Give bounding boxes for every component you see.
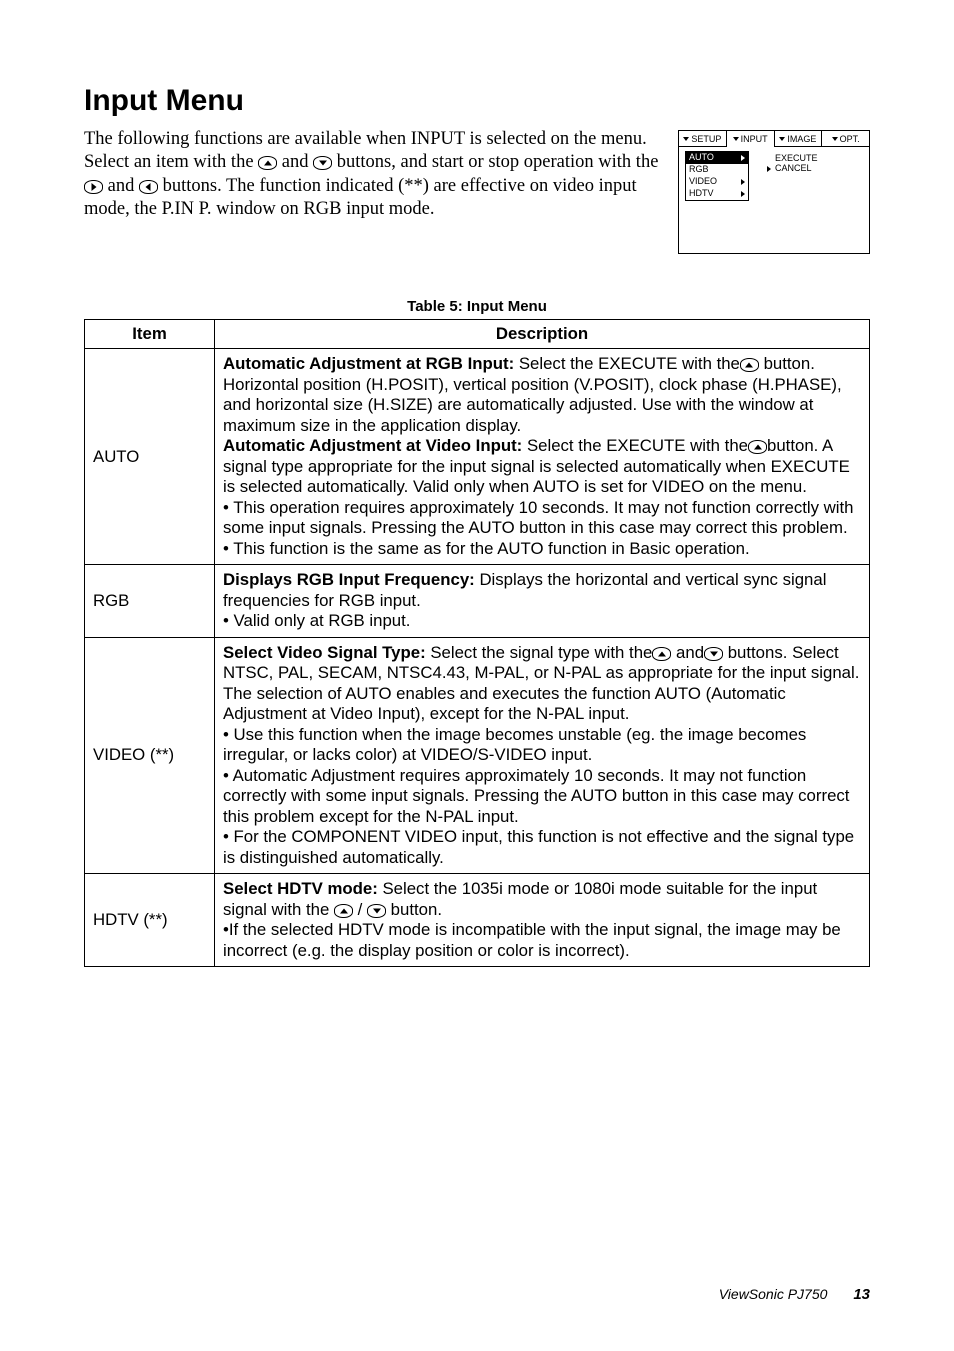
osd-item-label: RGB (689, 165, 709, 175)
up-button-icon (748, 440, 767, 454)
chevron-right-icon (741, 179, 745, 185)
desc-bold: Select Video Signal Type: (223, 643, 430, 662)
table-row: RGB Displays RGB Input Frequency: Displa… (85, 565, 870, 637)
up-button-icon (258, 156, 277, 170)
left-button-icon (139, 180, 158, 194)
chevron-right-icon (741, 155, 745, 161)
col-header-item: Item (85, 320, 215, 349)
desc-text: Select the EXECUTE with the (527, 436, 748, 455)
desc-text: • This operation requires approximately … (223, 498, 854, 537)
desc-bold: Automatic Adjustment at Video Input: (223, 436, 527, 455)
desc-text: • This function is the same as for the A… (223, 539, 750, 558)
down-button-icon (367, 904, 386, 918)
osd-tab-label: SETUP (691, 134, 721, 144)
osd-tab-label: IMAGE (787, 134, 816, 144)
desc-text: / (353, 900, 367, 919)
down-button-icon (313, 156, 332, 170)
osd-right-list: EXECUTE CANCEL (757, 151, 818, 201)
desc-text: • Valid only at RGB input. (223, 611, 410, 630)
osd-item-label: AUTO (689, 153, 714, 163)
input-menu-table: Item Description AUTO Automatic Adjustme… (84, 319, 870, 967)
osd-tab-setup: SETUP (679, 131, 727, 147)
osd-item-hdtv: HDTV (686, 188, 748, 200)
desc-text: • Automatic Adjustment requires approxim… (223, 766, 849, 826)
desc-text: • For the COMPONENT VIDEO input, this fu… (223, 827, 854, 866)
col-header-desc: Description (215, 320, 870, 349)
desc-cell: Select HDTV mode: Select the 1035i mode … (215, 874, 870, 967)
intro-paragraph: The following functions are available wh… (84, 128, 660, 222)
osd-right-label: CANCEL (775, 163, 812, 173)
desc-cell: Select Video Signal Type: Select the sig… (215, 637, 870, 873)
osd-tab-input: INPUT (727, 131, 775, 147)
osd-item-rgb: RGB (686, 164, 748, 176)
item-cell: HDTV (**) (85, 874, 215, 967)
page-heading: Input Menu (84, 84, 870, 118)
desc-text: • Use this function when the image becom… (223, 725, 806, 764)
osd-cancel: CANCEL (757, 163, 818, 173)
osd-tab-label: OPT. (840, 134, 860, 144)
table-row: VIDEO (**) Select Video Signal Type: Sel… (85, 637, 870, 873)
osd-item-label: HDTV (689, 189, 714, 199)
osd-item-label: VIDEO (689, 177, 717, 187)
desc-text: button. (386, 900, 442, 919)
footer-product: ViewSonic PJ750 (719, 1286, 828, 1302)
desc-cell: Automatic Adjustment at RGB Input: Selec… (215, 349, 870, 565)
item-cell: RGB (85, 565, 215, 637)
item-cell: VIDEO (**) (85, 637, 215, 873)
chevron-right-icon (741, 191, 745, 197)
table-row: HDTV (**) Select HDTV mode: Select the 1… (85, 874, 870, 967)
desc-bold: Displays RGB Input Frequency: (223, 570, 479, 589)
osd-tab-image: IMAGE (775, 131, 823, 147)
intro-text-e: buttons. The function indicated (**) are… (84, 176, 637, 219)
osd-right-label: EXECUTE (775, 153, 818, 163)
osd-tab-opt: OPT. (822, 131, 869, 147)
table-row: AUTO Automatic Adjustment at RGB Input: … (85, 349, 870, 565)
footer-page-number: 13 (853, 1286, 870, 1303)
chevron-right-icon (767, 166, 771, 172)
intro-text-c: buttons, and start or stop operation wit… (337, 152, 659, 172)
osd-execute: EXECUTE (757, 153, 818, 163)
up-button-icon (652, 647, 671, 661)
osd-item-video: VIDEO (686, 176, 748, 188)
desc-text: Select the EXECUTE with the (519, 354, 740, 373)
osd-tab-label: INPUT (741, 134, 768, 144)
down-button-icon (704, 647, 723, 661)
desc-text: •If the selected HDTV mode is incompatib… (223, 920, 841, 959)
desc-bold: Select HDTV mode: (223, 879, 382, 898)
intro-text-b: and (282, 152, 309, 172)
up-button-icon (740, 358, 759, 372)
desc-text: and (671, 643, 704, 662)
item-cell: AUTO (85, 349, 215, 565)
table-caption: Table 5: Input Menu (84, 298, 870, 315)
desc-bold: Automatic Adjustment at RGB Input: (223, 354, 519, 373)
osd-item-auto: AUTO (686, 152, 748, 164)
intro-text-d: and (108, 176, 135, 196)
osd-left-list: AUTO RGB VIDEO HDTV (685, 151, 749, 201)
osd-preview: SETUP INPUT IMAGE OPT. AUTO RGB VIDEO HD… (678, 130, 870, 254)
up-button-icon (334, 904, 353, 918)
page-footer: ViewSonic PJ750 13 (719, 1286, 870, 1303)
right-button-icon (84, 180, 103, 194)
desc-text: Select the signal type with the (430, 643, 652, 662)
desc-cell: Displays RGB Input Frequency: Displays t… (215, 565, 870, 637)
